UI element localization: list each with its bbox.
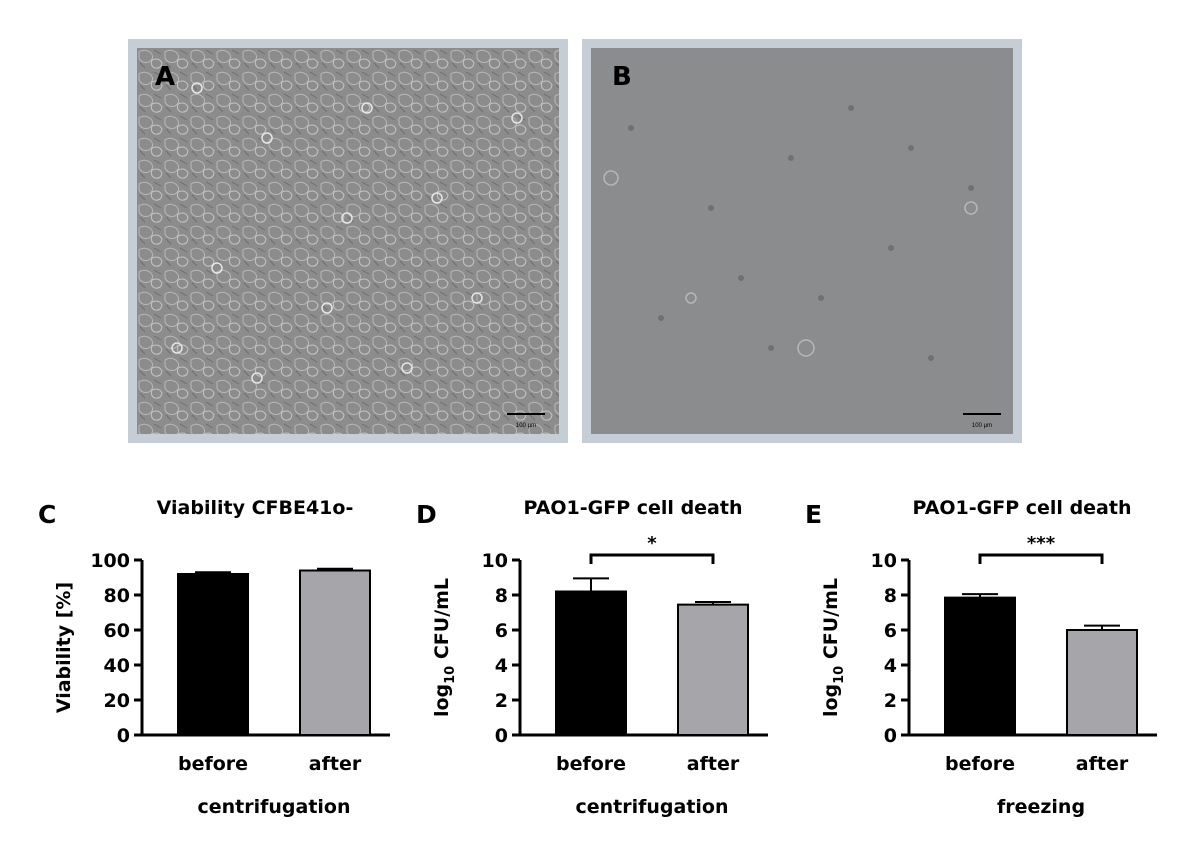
chart-d: D PAO1-GFP cell death log10 CFU/mL 0 2 4 6 8 10 b…	[408, 485, 778, 850]
chart-title: PAO1-GFP cell death	[913, 497, 1132, 519]
x-tick-label: before	[945, 753, 1015, 775]
y-tick-label: 10	[871, 550, 897, 572]
y-tick-label: 80	[104, 585, 130, 607]
x-tick-label: after	[687, 753, 740, 775]
y-axis-label: Viability [%]	[53, 582, 75, 713]
y-tick-label: 10	[482, 550, 508, 572]
scale-bar-label-a: 100 μm	[516, 423, 536, 429]
bar-after	[677, 603, 749, 736]
micrograph-b-image: 100 μm	[591, 48, 1013, 434]
y-tick-label: 6	[495, 620, 508, 642]
y-tick-label: 2	[884, 690, 897, 712]
y-tick-label: 20	[104, 690, 130, 712]
chart-e-svg: E PAO1-GFP cell death log10 CFU/mL 0 2 4 6 8 10 b…	[805, 497, 1167, 818]
chart-e: E PAO1-GFP cell death log10 CFU/mL 0 2 4 6 8 10 b…	[797, 485, 1167, 850]
chart-title: PAO1-GFP cell death	[524, 497, 743, 519]
chart-title: Viability CFBE41o-	[157, 497, 354, 519]
panel-letter: E	[805, 500, 822, 529]
y-tick-label: 2	[495, 690, 508, 712]
panel-letter: C	[38, 500, 56, 529]
significance-marker: ***	[1027, 533, 1056, 554]
y-tick-label: 60	[104, 620, 130, 642]
y-tick-label: 100	[90, 550, 130, 572]
bar-after	[1066, 629, 1138, 736]
y-tick-label: 4	[884, 655, 897, 677]
y-tick-label: 0	[495, 725, 508, 747]
y-tick-label: 8	[884, 585, 897, 607]
x-tick-label: after	[309, 753, 362, 775]
bar-before	[177, 573, 249, 736]
panel-letter-a: A	[155, 62, 176, 92]
panel-letter-b: B	[612, 62, 632, 92]
chart-d-svg: D PAO1-GFP cell death log10 CFU/mL 0 2 4 6 8 10 b…	[416, 497, 778, 818]
x-axis-label: centrifugation	[197, 796, 350, 818]
scale-bar-label-b: 100 μm	[972, 423, 992, 429]
y-axis-label: log10 CFU/mL	[431, 578, 458, 717]
y-tick-label: 40	[104, 655, 130, 677]
chart-c: C Viability CFBE41o- Viability [%] 0 20 40 60 8…	[30, 485, 400, 850]
x-tick-label: after	[1076, 753, 1129, 775]
y-tick-label: 4	[495, 655, 508, 677]
significance-marker: *	[647, 533, 657, 554]
y-tick-label: 6	[884, 620, 897, 642]
bar-after	[299, 569, 371, 736]
micrograph-b: 100 μm	[582, 39, 1022, 443]
bar-before	[944, 596, 1016, 736]
y-tick-label: 8	[495, 585, 508, 607]
chart-c-svg: C Viability CFBE41o- Viability [%] 0 20 40 60 8…	[38, 497, 400, 818]
x-axis-label: freezing	[997, 796, 1085, 818]
micrograph-a-image: 100 μm	[137, 48, 559, 434]
micrograph-a: 100 μm	[128, 39, 568, 443]
significance-bracket	[589, 553, 715, 564]
y-axis-label: log10 CFU/mL	[820, 578, 847, 717]
panel-letter: D	[416, 500, 437, 529]
bar-before	[555, 590, 627, 736]
x-axis-label: centrifugation	[575, 796, 728, 818]
y-tick-label: 0	[884, 725, 897, 747]
x-tick-label: before	[178, 753, 248, 775]
x-tick-label: before	[556, 753, 626, 775]
y-tick-label: 0	[117, 725, 130, 747]
significance-bracket	[978, 553, 1104, 564]
